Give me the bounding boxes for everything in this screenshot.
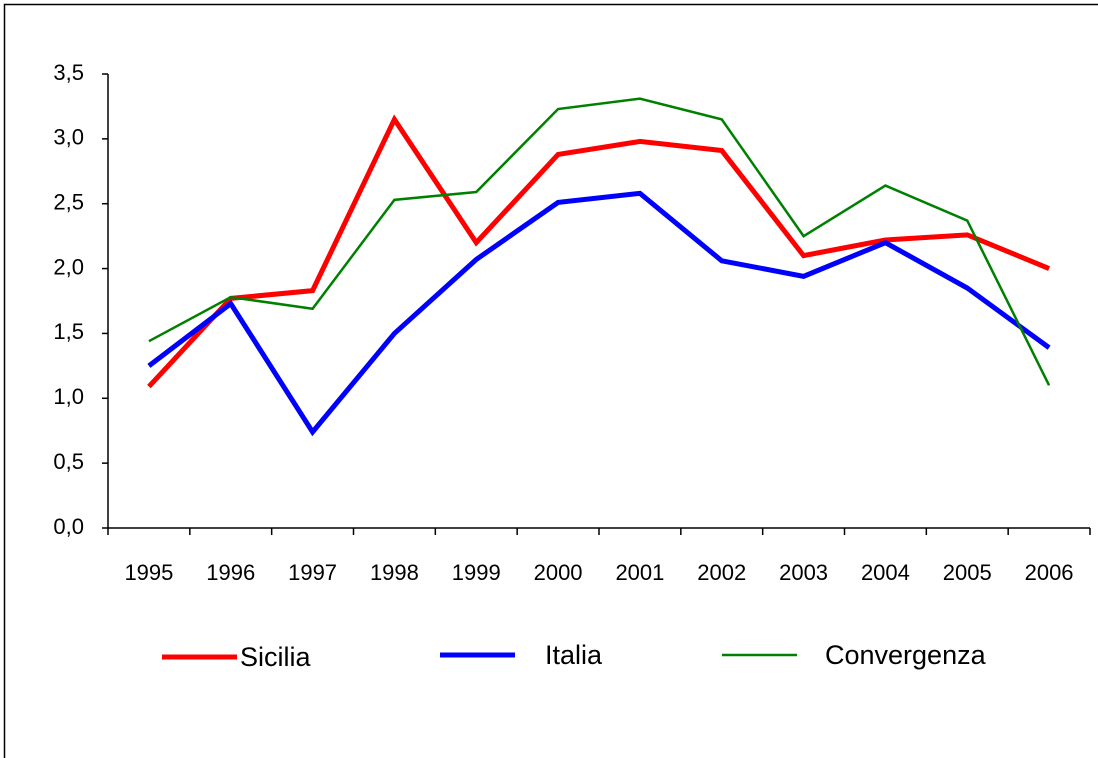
series-line <box>148 97 1051 386</box>
x-tick-label: 1997 <box>288 560 337 585</box>
x-tick-label: 2001 <box>615 560 664 585</box>
y-tick-label: 1,0 <box>53 384 84 409</box>
x-tick-label: 2006 <box>1025 560 1074 585</box>
legend: Sicilia Italia Convergenza <box>162 640 987 672</box>
series-line <box>147 190 1051 437</box>
y-tick-label: 0,5 <box>53 449 84 474</box>
y-tick-label: 0,0 <box>53 514 84 539</box>
legend-label: Convergenza <box>825 640 987 670</box>
y-tick-label: 2,5 <box>53 190 84 215</box>
x-tick-label: 1995 <box>124 560 173 585</box>
series-line <box>147 114 1051 389</box>
y-tick-label: 2,0 <box>53 254 84 279</box>
y-tick-label: 1,5 <box>53 319 84 344</box>
x-tick-label: 2004 <box>861 560 910 585</box>
x-tick-label: 2002 <box>697 560 746 585</box>
y-tick-label: 3,0 <box>53 125 84 150</box>
y-tick-label: 3,5 <box>53 60 84 85</box>
chart-frame <box>3 3 1098 758</box>
x-tick-label: 2005 <box>943 560 992 585</box>
legend-label: Sicilia <box>240 642 312 672</box>
x-tick-label: 2000 <box>534 560 583 585</box>
x-tick-label: 2003 <box>779 560 828 585</box>
x-tick-label: 1998 <box>370 560 419 585</box>
x-tick-label: 1999 <box>452 560 501 585</box>
legend-label: Italia <box>545 640 603 670</box>
x-tick-label: 1996 <box>206 560 255 585</box>
